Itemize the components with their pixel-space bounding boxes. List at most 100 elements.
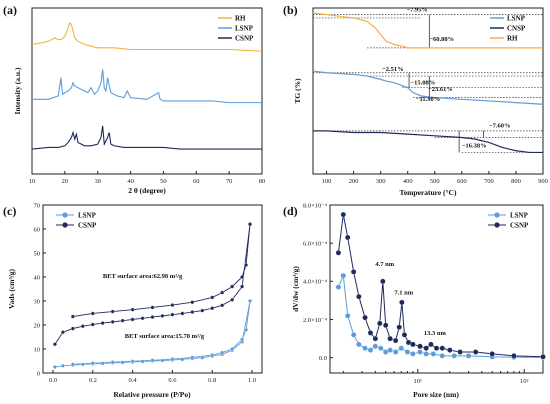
data-point xyxy=(410,341,416,348)
x-tick-label: 900 xyxy=(538,178,548,185)
panel-c-ylabel: Vads (cm³/g) xyxy=(7,268,16,309)
legend-label: RH xyxy=(235,15,246,23)
data-point xyxy=(240,284,245,289)
data-point xyxy=(210,295,215,300)
data-point xyxy=(401,332,408,338)
data-point xyxy=(465,353,472,359)
panel-c-frame xyxy=(42,204,263,374)
panel-c-label: (c) xyxy=(3,204,16,218)
annotation-label: −2.51% xyxy=(382,66,404,73)
data-point xyxy=(350,269,357,275)
data-point xyxy=(150,305,155,310)
data-point xyxy=(417,343,423,350)
data-point xyxy=(130,317,135,322)
data-point xyxy=(110,319,115,324)
x-tick-label: 0.6 xyxy=(168,377,177,384)
data-point xyxy=(100,361,105,366)
x-tick-label: 20 xyxy=(62,178,69,185)
data-point xyxy=(344,234,351,241)
data-point xyxy=(362,345,368,351)
data-point xyxy=(382,322,389,329)
x-tick-label: 50 xyxy=(160,178,167,185)
data-point xyxy=(344,312,351,319)
x-tick-label: 0.8 xyxy=(208,377,216,384)
x-tick-label: 10¹ xyxy=(414,378,423,385)
y-tick-label: 8.0×10⁻⁴ xyxy=(303,202,328,209)
x-tick-label: 500 xyxy=(430,178,440,185)
x-tick-label: 300 xyxy=(376,178,386,185)
data-point xyxy=(451,353,457,359)
data-point xyxy=(404,349,411,355)
panel-d-frame xyxy=(329,204,544,374)
data-point xyxy=(200,308,205,313)
annotation-label: −60.80% xyxy=(429,36,454,43)
data-point xyxy=(472,349,479,355)
annotation-label: −15.08% xyxy=(410,79,435,86)
data-point xyxy=(90,311,95,316)
legend-marker xyxy=(494,222,500,228)
data-point xyxy=(60,363,65,368)
data-point xyxy=(120,360,125,365)
data-point xyxy=(160,313,165,318)
desorption-line-csnp xyxy=(72,224,251,318)
data-point xyxy=(100,321,105,326)
data-point xyxy=(387,335,393,342)
data-point xyxy=(90,361,95,366)
data-point xyxy=(240,337,245,342)
panel-a-label: (a) xyxy=(3,3,17,17)
data-point xyxy=(110,309,115,314)
data-point xyxy=(248,299,253,303)
data-point xyxy=(423,351,429,357)
data-point xyxy=(396,324,402,330)
x-tick-label: 10² xyxy=(520,378,529,385)
y-tick-label: 40 xyxy=(34,274,41,281)
peak-label: 13.3 nm xyxy=(424,330,447,337)
x-tick-label: 700 xyxy=(484,178,494,185)
data-point xyxy=(423,345,429,351)
series-line-rh xyxy=(31,21,263,52)
data-point xyxy=(380,278,386,285)
panel-a: (a) 10 20 30 40 50 60 70 80 2 θ (degree) Intens… xyxy=(3,3,265,195)
panel-c-xlabel: Relative pressure (P/Po) xyxy=(113,390,191,399)
data-point xyxy=(489,351,495,357)
series-line-rh xyxy=(312,12,543,49)
panel-d-label: (d) xyxy=(283,204,298,218)
data-point xyxy=(170,357,175,362)
data-point xyxy=(244,327,249,332)
data-point xyxy=(457,349,463,355)
data-point xyxy=(70,362,75,367)
y-tick-label: 6.0×10⁻⁴ xyxy=(303,240,328,247)
x-tick-label: 30 xyxy=(94,178,101,185)
legend-label: RH xyxy=(507,35,518,43)
data-point xyxy=(80,324,85,329)
peak-label: 7.1 nm xyxy=(394,290,413,297)
data-point xyxy=(362,314,368,321)
data-point xyxy=(511,353,517,359)
x-tick-label: 1.0 xyxy=(248,377,256,384)
data-point xyxy=(220,290,225,295)
data-point xyxy=(439,345,446,351)
data-point xyxy=(356,293,362,300)
data-point xyxy=(220,350,225,355)
y-tick-label: 30 xyxy=(34,298,41,305)
legend-label: CSNP xyxy=(235,35,254,43)
series-line-lsnp xyxy=(32,69,262,104)
data-point xyxy=(180,357,185,362)
data-point xyxy=(340,272,347,279)
data-point xyxy=(150,358,155,363)
panel-a-ylabel: Intensity (a.u.) xyxy=(13,67,22,114)
data-point xyxy=(52,342,57,347)
data-point xyxy=(392,337,399,344)
legend-marker xyxy=(62,222,68,228)
y-tick-label: 50 xyxy=(34,250,41,257)
panel-b-frame xyxy=(312,7,544,175)
data-point xyxy=(240,275,245,279)
data-point xyxy=(210,306,215,311)
data-point xyxy=(80,362,85,367)
y-tick-label: 4.0×10⁻⁴ xyxy=(303,279,328,286)
x-tick-label: 80 xyxy=(259,178,266,185)
annotation-label: −11.90% xyxy=(416,96,440,103)
x-tick-label: 0.0 xyxy=(49,377,57,384)
data-point xyxy=(220,303,225,308)
data-point xyxy=(350,332,357,338)
